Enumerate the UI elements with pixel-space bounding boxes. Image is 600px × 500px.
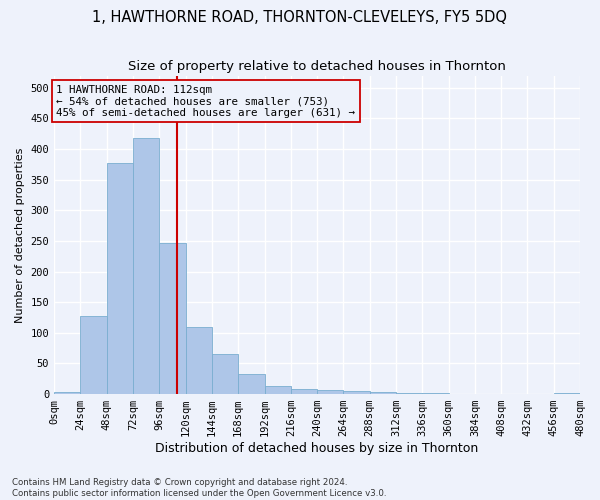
Bar <box>343 391 370 394</box>
Text: Contains HM Land Registry data © Crown copyright and database right 2024.
Contai: Contains HM Land Registry data © Crown c… <box>12 478 386 498</box>
X-axis label: Distribution of detached houses by size in Thornton: Distribution of detached houses by size … <box>155 442 479 455</box>
Bar <box>317 390 343 394</box>
Bar <box>265 386 291 394</box>
Text: 1 HAWTHORNE ROAD: 112sqm
← 54% of detached houses are smaller (753)
45% of semi-: 1 HAWTHORNE ROAD: 112sqm ← 54% of detach… <box>56 84 355 118</box>
Bar <box>160 244 185 394</box>
Title: Size of property relative to detached houses in Thornton: Size of property relative to detached ho… <box>128 60 506 73</box>
Bar <box>212 354 238 394</box>
Bar <box>107 162 133 394</box>
Bar <box>554 393 580 394</box>
Y-axis label: Number of detached properties: Number of detached properties <box>15 147 25 322</box>
Bar <box>185 326 212 394</box>
Bar <box>80 316 107 394</box>
Bar <box>291 389 317 394</box>
Bar <box>54 392 80 394</box>
Text: 1, HAWTHORNE ROAD, THORNTON-CLEVELEYS, FY5 5DQ: 1, HAWTHORNE ROAD, THORNTON-CLEVELEYS, F… <box>92 10 508 25</box>
Bar <box>133 138 160 394</box>
Bar <box>370 392 396 394</box>
Bar <box>238 374 265 394</box>
